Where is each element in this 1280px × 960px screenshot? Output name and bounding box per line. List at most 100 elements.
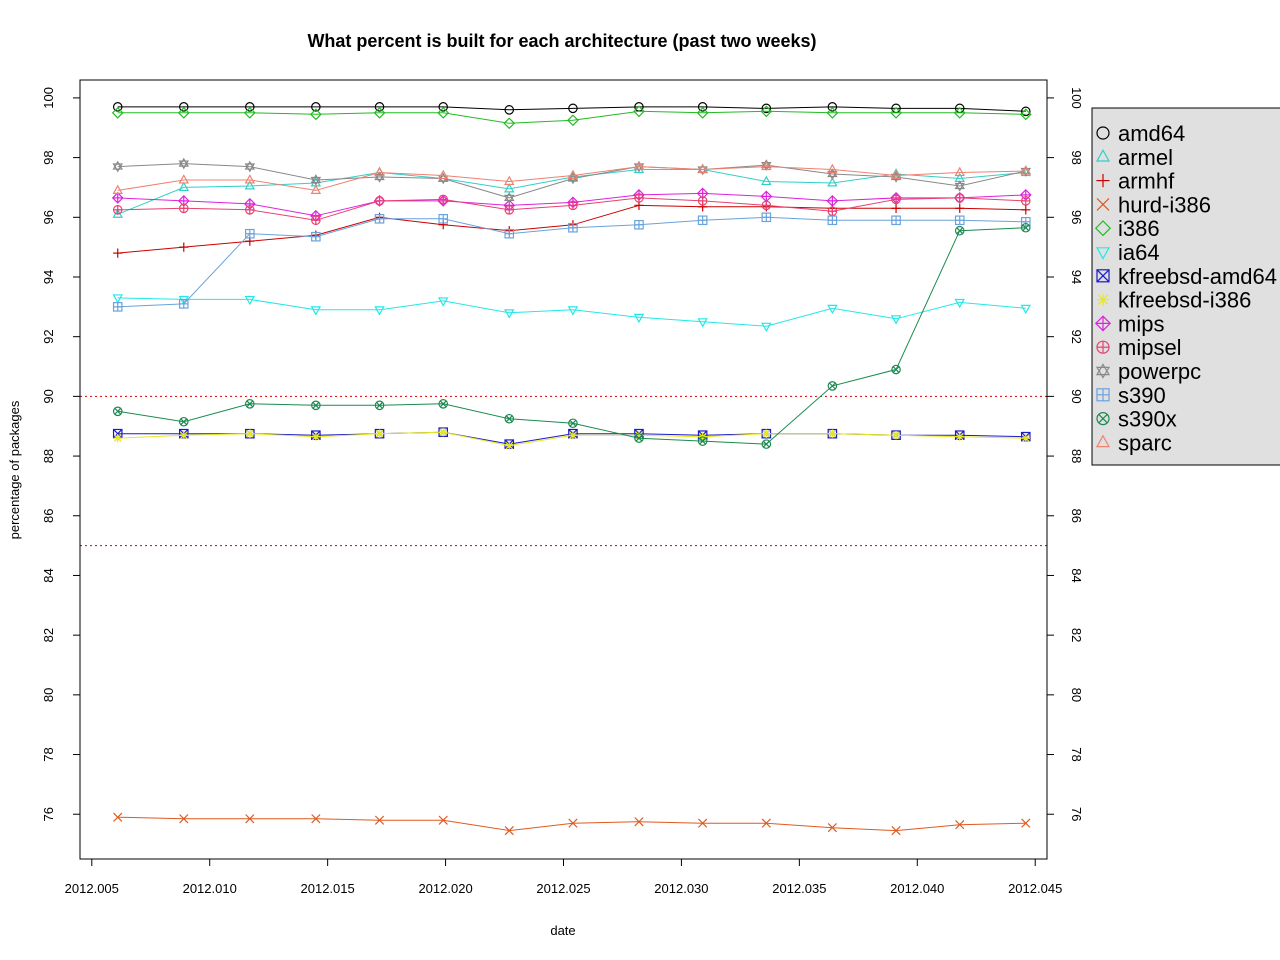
series-s390 <box>112 212 1031 312</box>
data-point-amd64 <box>178 102 189 112</box>
data-point-s390x <box>697 436 708 446</box>
data-point-sparc <box>1020 165 1031 175</box>
data-point-ia64 <box>112 294 123 304</box>
data-point-ia64 <box>244 295 256 306</box>
data-point-ia64 <box>697 318 708 328</box>
legend-box <box>1091 107 1280 466</box>
data-point-kfreebsd-i386 <box>568 430 578 440</box>
y-tick-label-left: 84 <box>41 568 56 582</box>
legend-item-s390x: s390x <box>1096 407 1177 432</box>
y-tick-label-right: 92 <box>1069 329 1084 343</box>
x-tick-label: 2012.025 <box>536 881 590 896</box>
y-tick-label-left: 98 <box>41 150 56 164</box>
legend-label: mipsel <box>1118 335 1182 360</box>
y-tick-label-left: 88 <box>41 449 56 463</box>
data-point-sparc <box>633 160 645 171</box>
data-point-s390x <box>112 406 123 417</box>
legend-label: mips <box>1118 311 1164 336</box>
legend-label: armhf <box>1118 169 1175 194</box>
legend-item-mipsel: mipsel <box>1096 335 1182 360</box>
data-point-kfreebsd-i386 <box>311 432 321 441</box>
data-point-armel <box>504 183 515 193</box>
data-point-mipsel <box>245 205 255 215</box>
legend-item-armhf: armhf <box>1096 169 1175 194</box>
data-point-hurd-i386 <box>634 817 644 827</box>
data-point-armhf <box>955 203 965 213</box>
data-point-powerpc <box>310 174 322 186</box>
data-point-hurd-i386 <box>438 815 448 825</box>
legend-label: i386 <box>1118 216 1160 241</box>
data-point-armel <box>178 181 189 191</box>
data-point-s390x <box>178 416 189 427</box>
legend-label: hurd-i386 <box>1118 192 1211 217</box>
series-line-i386 <box>117 110 1026 124</box>
data-point-i386 <box>696 106 709 119</box>
legend-marker <box>1096 388 1110 402</box>
data-point-sparc <box>954 166 965 177</box>
y-tick-label-left: 82 <box>41 628 56 642</box>
data-point-i386 <box>953 106 966 119</box>
data-point-s390x <box>761 439 772 449</box>
data-point-armel <box>761 175 772 186</box>
series-group <box>111 102 1032 836</box>
data-point-kfreebsd-i386 <box>113 433 122 443</box>
data-point-amd64 <box>568 103 578 114</box>
data-point-hurd-i386 <box>374 815 385 825</box>
series-i386 <box>111 105 1032 130</box>
data-point-sparc <box>310 184 322 194</box>
data-point-s390x <box>827 381 838 391</box>
data-point-sparc <box>761 160 772 171</box>
data-point-armhf <box>179 242 189 252</box>
data-point-s390x <box>504 413 515 424</box>
data-point-kfreebsd-i386 <box>245 429 255 438</box>
y-tick-label-right: 82 <box>1069 628 1084 642</box>
x-tick-label: 2012.010 <box>183 881 237 896</box>
data-point-amd64 <box>112 102 123 112</box>
y-tick-label-right: 98 <box>1069 150 1084 164</box>
y-tick-label-left: 94 <box>41 270 56 284</box>
x-tick-label: 2012.045 <box>1008 881 1062 896</box>
data-point-ia64 <box>954 298 965 309</box>
y-tick-label-right: 86 <box>1069 509 1084 523</box>
data-point-sparc <box>178 174 189 184</box>
y-tick-label-left: 92 <box>41 329 56 343</box>
legend-marker <box>1095 148 1111 162</box>
x-tick-label: 2012.020 <box>418 881 472 896</box>
data-point-hurd-i386 <box>698 818 708 828</box>
data-point-kfreebsd-i386 <box>505 441 514 450</box>
data-point-amd64 <box>245 102 255 112</box>
data-point-hurd-i386 <box>179 814 189 824</box>
data-point-ia64 <box>374 306 385 316</box>
legend-label: sparc <box>1118 430 1172 455</box>
data-point-amd64 <box>311 102 321 112</box>
legend-marker <box>1094 220 1112 237</box>
y-tick-label-left: 100 <box>41 87 56 109</box>
data-point-kfreebsd-i386 <box>375 429 384 438</box>
data-point-hurd-i386 <box>891 826 901 836</box>
legend-item-ia64: ia64 <box>1095 240 1160 265</box>
data-point-amd64 <box>697 102 708 112</box>
legend-label: powerpc <box>1118 359 1201 384</box>
data-point-mipsel <box>438 194 449 205</box>
data-point-i386 <box>177 106 190 119</box>
data-point-i386 <box>503 117 516 130</box>
x-tick-label: 2012.005 <box>65 881 119 896</box>
data-point-mipsel <box>374 196 385 206</box>
y-tick-label-left: 96 <box>41 210 56 224</box>
legend-label: s390 <box>1118 383 1166 408</box>
series-line-armel <box>117 169 1026 215</box>
data-point-s390x <box>438 399 449 409</box>
y-tick-label-left: 78 <box>41 747 56 761</box>
data-point-mips <box>760 190 773 203</box>
data-point-hurd-i386 <box>245 814 255 824</box>
y-tick-label-right: 94 <box>1069 270 1084 284</box>
y-axis-left: 76 78 80 82 84 86 88 90 92 94 96 98 100 <box>41 87 81 821</box>
data-point-mipsel <box>504 205 515 215</box>
data-point-s390 <box>374 213 385 224</box>
y-tick-label-right: 78 <box>1069 747 1084 761</box>
data-point-armhf <box>891 203 901 213</box>
data-point-mipsel <box>761 200 772 211</box>
data-point-mipsel <box>634 193 644 203</box>
data-point-hurd-i386 <box>761 818 771 828</box>
y-tick-label-right: 88 <box>1069 449 1084 463</box>
